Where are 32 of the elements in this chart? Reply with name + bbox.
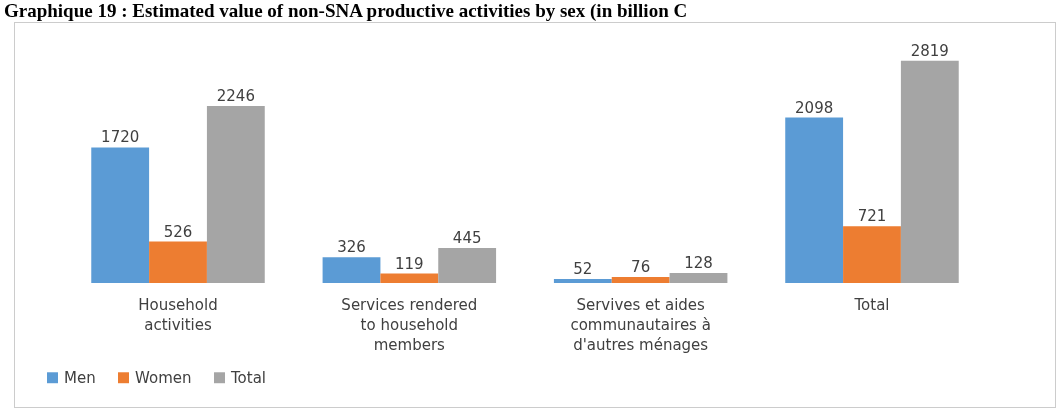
bar [900,60,959,283]
bar [206,105,265,283]
data-label: 445 [452,228,482,247]
data-label: 326 [337,238,366,257]
data-label: 52 [573,259,593,278]
data-label: 119 [395,254,424,273]
bar [785,117,844,283]
legend-label: Total [230,368,267,387]
data-label: 2246 [216,86,255,105]
data-label: 1720 [101,128,140,147]
bar [553,278,612,283]
data-label: 76 [631,258,651,277]
data-label: 2819 [910,41,949,60]
bar [380,273,439,283]
legend-label: Women [135,368,192,387]
bar [322,257,381,283]
x-tick-label: Servives et aides communautaires à d'autres ménages [570,295,711,354]
data-label: 128 [684,253,713,272]
data-label: 526 [163,222,193,241]
bar [91,147,150,283]
bar [843,226,901,283]
bar [149,241,207,283]
chart-title: Graphique 19 : Estimated value of non-SNA productive activities by sex (in billion C [3,0,689,22]
data-label: 721 [857,207,887,226]
legend-label: Men [64,368,96,387]
x-tick-label: Services rendered to household members [341,295,478,354]
x-tick-label: Total [853,295,890,314]
bar [669,272,728,283]
bar [438,247,497,283]
data-label: 2098 [795,98,834,117]
x-tick-label: Household activities [138,295,218,334]
bar [611,277,670,283]
